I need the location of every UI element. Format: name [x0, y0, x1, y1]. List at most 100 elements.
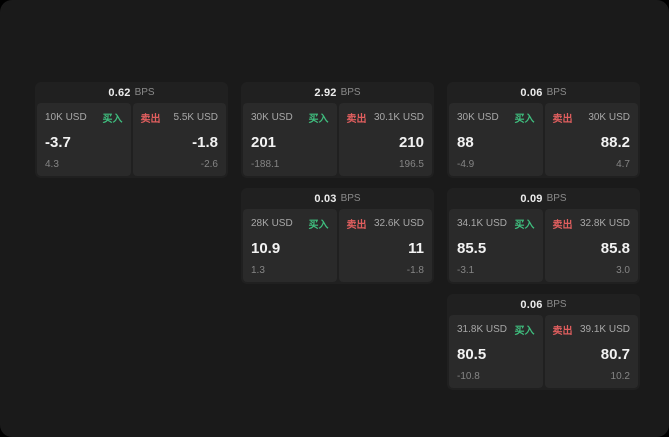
quote-card: 0.09 BPS 34.1K USD 买入 85.5 -3.1 卖出 32.8K…	[447, 188, 640, 284]
quote-card: 0.06 BPS 31.8K USD 买入 80.5 -10.8 卖出 39.1…	[447, 294, 640, 390]
sell-top-row: 卖出 39.1K USD	[553, 322, 631, 337]
buy-panel[interactable]: 10K USD 买入 -3.7 4.3	[37, 103, 131, 176]
bps-unit-label: BPS	[546, 193, 567, 204]
buy-amount: 30K USD	[251, 112, 293, 123]
panels: 10K USD 买入 -3.7 4.3 卖出 5.5K USD -1.8 -2.…	[35, 103, 228, 178]
bps-unit-label: BPS	[340, 193, 361, 204]
sell-amount: 32.6K USD	[373, 218, 424, 229]
quote-card-grid: 0.62 BPS 10K USD 买入 -3.7 4.3 卖出 5.5K USD	[35, 82, 640, 390]
buy-price: 201	[251, 133, 277, 151]
bps-unit-label: BPS	[546, 87, 567, 98]
buy-amount: 31.8K USD	[457, 324, 508, 335]
buy-price: 88	[457, 133, 474, 151]
buy-top-row: 30K USD 买入	[457, 110, 535, 125]
buy-side-label: 买入	[308, 114, 329, 125]
sell-panel[interactable]: 卖出 32.8K USD 85.8 3.0	[544, 209, 638, 282]
bps-value: 0.09	[520, 192, 543, 205]
buy-side-label: 买入	[308, 220, 329, 231]
sell-side-label: 卖出	[140, 114, 161, 125]
bps-unit-label: BPS	[134, 87, 155, 98]
sell-top-row: 卖出 30.1K USD	[347, 110, 425, 125]
bps-value: 2.92	[314, 86, 337, 99]
sell-top-row: 卖出 5.5K USD	[141, 110, 219, 125]
sell-amount: 30.1K USD	[373, 112, 424, 123]
buy-price: -3.7	[45, 133, 71, 151]
sell-delta: 3.0	[616, 265, 630, 276]
sell-price: 85.8	[600, 239, 630, 257]
bps-value: 0.06	[520, 86, 543, 99]
panels: 30K USD 买入 88 -4.9 卖出 30K USD 88.2 4.7	[447, 103, 640, 178]
buy-price: 85.5	[457, 239, 487, 257]
sell-price: 210	[398, 133, 424, 151]
sell-top-row: 卖出 32.8K USD	[553, 216, 631, 231]
sell-delta: 4.7	[616, 159, 630, 170]
sell-panel[interactable]: 卖出 30K USD 88.2 4.7	[544, 103, 638, 176]
sell-side-label: 卖出	[346, 220, 367, 231]
buy-amount: 30K USD	[457, 112, 499, 123]
panels: 30K USD 买入 201 -188.1 卖出 30.1K USD 210 1…	[241, 103, 434, 178]
buy-top-row: 34.1K USD 买入	[457, 216, 535, 231]
buy-amount: 34.1K USD	[457, 218, 508, 229]
buy-price: 80.5	[457, 345, 487, 363]
sell-price: 11	[408, 239, 424, 257]
sell-side-label: 卖出	[552, 114, 573, 125]
sell-panel[interactable]: 卖出 39.1K USD 80.7 10.2	[544, 315, 638, 388]
bps-value: 0.03	[314, 192, 337, 205]
sell-delta: -2.6	[200, 159, 218, 170]
buy-delta: -10.8	[457, 371, 480, 382]
buy-panel[interactable]: 30K USD 买入 201 -188.1	[243, 103, 337, 176]
buy-delta: -4.9	[457, 159, 475, 170]
buy-panel[interactable]: 30K USD 买入 88 -4.9	[449, 103, 543, 176]
sell-side-label: 卖出	[552, 220, 573, 231]
bps-header: 0.06 BPS	[447, 82, 640, 103]
buy-delta: 1.3	[251, 265, 265, 276]
sell-delta: -1.8	[406, 265, 424, 276]
sell-price: 80.7	[600, 345, 630, 363]
sell-panel[interactable]: 卖出 30.1K USD 210 196.5	[338, 103, 432, 176]
bps-unit-label: BPS	[340, 87, 361, 98]
sell-top-row: 卖出 30K USD	[553, 110, 631, 125]
quote-card: 2.92 BPS 30K USD 买入 201 -188.1 卖出 30.1K …	[241, 82, 434, 178]
panels: 31.8K USD 买入 80.5 -10.8 卖出 39.1K USD 80.…	[447, 315, 640, 390]
quote-card: 0.03 BPS 28K USD 买入 10.9 1.3 卖出 32.6K US…	[241, 188, 434, 284]
bps-header: 0.03 BPS	[241, 188, 434, 209]
sell-top-row: 卖出 32.6K USD	[347, 216, 425, 231]
sell-panel[interactable]: 卖出 32.6K USD 11 -1.8	[338, 209, 432, 282]
buy-amount: 28K USD	[251, 218, 293, 229]
buy-delta: -188.1	[251, 159, 280, 170]
quote-card: 0.62 BPS 10K USD 买入 -3.7 4.3 卖出 5.5K USD	[35, 82, 228, 178]
bps-value: 0.06	[520, 298, 543, 311]
buy-delta: 4.3	[45, 159, 59, 170]
buy-side-label: 买入	[102, 114, 123, 125]
buy-panel[interactable]: 34.1K USD 买入 85.5 -3.1	[449, 209, 543, 282]
buy-panel[interactable]: 28K USD 买入 10.9 1.3	[243, 209, 337, 282]
sell-panel[interactable]: 卖出 5.5K USD -1.8 -2.6	[132, 103, 226, 176]
buy-panel[interactable]: 31.8K USD 买入 80.5 -10.8	[449, 315, 543, 388]
quote-card: 0.06 BPS 30K USD 买入 88 -4.9 卖出 30K USD	[447, 82, 640, 178]
sell-price: -1.8	[192, 133, 218, 151]
bps-value: 0.62	[108, 86, 131, 99]
bps-header: 0.62 BPS	[35, 82, 228, 103]
buy-amount: 10K USD	[45, 112, 87, 123]
sell-price: 88.2	[600, 133, 630, 151]
sell-amount: 30K USD	[588, 112, 630, 123]
buy-top-row: 31.8K USD 买入	[457, 322, 535, 337]
sell-side-label: 卖出	[552, 326, 573, 337]
sell-side-label: 卖出	[346, 114, 367, 125]
buy-top-row: 10K USD 买入	[45, 110, 123, 125]
buy-top-row: 28K USD 买入	[251, 216, 329, 231]
buy-price: 10.9	[251, 239, 281, 257]
buy-side-label: 买入	[514, 114, 535, 125]
buy-delta: -3.1	[457, 265, 475, 276]
sell-delta: 10.2	[610, 371, 630, 382]
bps-header: 0.09 BPS	[447, 188, 640, 209]
panels: 34.1K USD 买入 85.5 -3.1 卖出 32.8K USD 85.8…	[447, 209, 640, 284]
buy-top-row: 30K USD 买入	[251, 110, 329, 125]
bps-header: 0.06 BPS	[447, 294, 640, 315]
sell-amount: 39.1K USD	[579, 324, 630, 335]
bps-unit-label: BPS	[546, 299, 567, 310]
buy-side-label: 买入	[514, 220, 535, 231]
sell-amount: 5.5K USD	[173, 112, 218, 123]
sell-amount: 32.8K USD	[579, 218, 630, 229]
